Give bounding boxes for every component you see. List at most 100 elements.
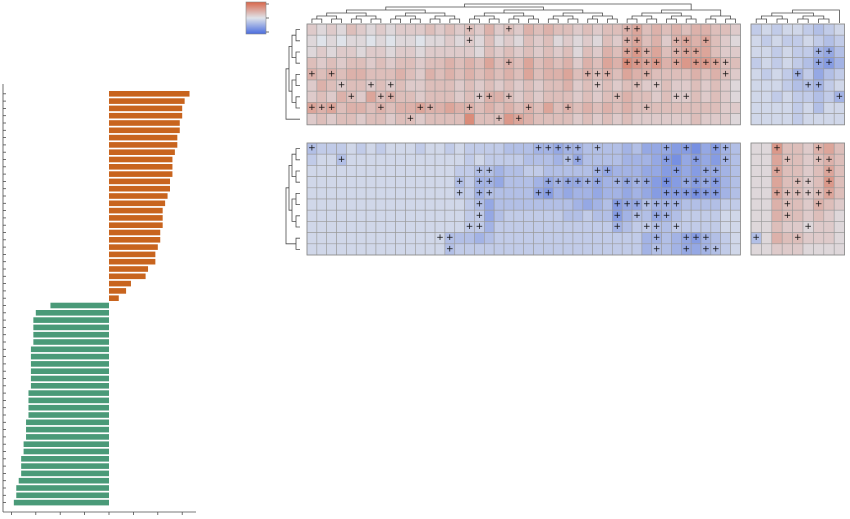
heatmap-cell	[543, 113, 554, 126]
heatmap-cell	[612, 79, 623, 92]
heatmap-cell	[533, 46, 544, 58]
heatmap-cell	[326, 221, 337, 233]
heatmap-cell	[582, 46, 593, 58]
bar-positive	[109, 120, 180, 126]
heatmap-cell	[552, 102, 564, 114]
significance-mark: +	[815, 81, 823, 91]
heatmap-cell	[493, 187, 505, 200]
significance-mark: +	[836, 92, 844, 102]
heatmap-cell	[761, 113, 773, 126]
heatmap-cell	[454, 23, 465, 36]
significance-mark: +	[545, 144, 553, 154]
heatmap-cell	[454, 68, 465, 81]
heatmap-cell	[710, 113, 721, 126]
bar-negative	[33, 317, 109, 323]
heatmap-cell	[582, 90, 593, 103]
bar-positive	[109, 98, 185, 104]
heatmap-cell	[306, 165, 318, 177]
heatmap-cell	[671, 153, 682, 166]
heatmap-cell	[424, 142, 436, 155]
heatmap-cell	[750, 221, 762, 233]
heatmap-cell	[823, 34, 835, 47]
heatmap-cell	[326, 153, 337, 166]
heatmap-cell	[483, 34, 495, 47]
significance-mark: +	[653, 81, 661, 91]
heatmap-cell	[750, 68, 762, 81]
heatmap-cell	[523, 57, 534, 70]
bar-positive	[109, 142, 178, 148]
significance-mark: +	[653, 244, 661, 254]
heatmap-cell	[720, 198, 731, 211]
heatmap-cell	[346, 232, 357, 245]
heatmap-cell	[543, 23, 554, 36]
heatmap-cell	[326, 90, 337, 103]
heatmap-cell	[833, 68, 845, 81]
heatmap-cell	[346, 243, 357, 256]
bar-negative	[30, 346, 110, 353]
significance-mark: +	[794, 69, 802, 79]
heatmap-cell	[621, 232, 633, 245]
significance-mark: +	[367, 81, 375, 91]
heatmap-cell	[680, 113, 692, 126]
heatmap-cell	[306, 232, 318, 245]
heatmap-cell	[464, 113, 475, 126]
heatmap-cell	[572, 198, 584, 211]
heatmap-cell	[562, 221, 574, 233]
significance-mark: +	[825, 155, 833, 165]
heatmap-cell	[375, 79, 387, 92]
heatmap-cell	[562, 68, 574, 81]
heatmap-cell	[602, 243, 613, 256]
column-dendrogram-branch	[725, 18, 736, 23]
heatmap-cell	[823, 221, 835, 233]
heatmap-cell	[513, 90, 524, 103]
bar-negative	[21, 470, 109, 477]
heatmap-cell	[612, 34, 623, 47]
heatmap-cell	[434, 221, 446, 233]
heatmap-cell	[720, 232, 731, 245]
significance-mark: +	[633, 36, 641, 46]
heatmap-cell	[543, 79, 554, 92]
significance-mark: +	[387, 81, 395, 91]
heatmap-cell	[424, 209, 436, 222]
heatmap-cell	[792, 23, 804, 36]
bar-negative	[26, 419, 109, 426]
heatmap-cell	[355, 34, 367, 47]
heatmap-cell	[813, 68, 825, 81]
significance-mark: +	[692, 155, 700, 165]
bar-negative	[35, 310, 109, 316]
heatmap-cell	[434, 142, 446, 155]
heatmap-cell	[483, 113, 495, 126]
heatmap-cell	[802, 209, 814, 222]
heatmap-cell	[572, 209, 584, 222]
heatmap-cell	[761, 90, 773, 103]
column-dendrogram-branch	[631, 15, 653, 19]
column-dendrogram-branch	[755, 18, 767, 23]
row-dendrogram-branch	[288, 46, 292, 92]
heatmap-cell	[671, 113, 682, 126]
heatmap-cell	[833, 102, 845, 114]
heatmap-cell	[710, 198, 721, 211]
heatmap-cell	[415, 34, 426, 47]
heatmap-cell	[781, 57, 793, 70]
heatmap-cell	[771, 34, 783, 47]
heatmap-cell	[336, 243, 347, 256]
heatmap-cell	[375, 243, 387, 256]
heatmap-cell	[750, 176, 762, 189]
heatmap-cell	[375, 198, 387, 211]
row-dendrogram-branch	[295, 237, 300, 250]
significance-mark: +	[643, 58, 651, 68]
heatmap-cell	[710, 209, 721, 222]
significance-mark: +	[773, 188, 781, 198]
column-dendrogram-branch	[405, 12, 446, 16]
heatmap-cell	[464, 46, 475, 58]
bar-negative	[26, 426, 109, 433]
heatmap-cell	[444, 79, 456, 92]
heatmap-cell	[523, 68, 534, 81]
heatmap-cell	[700, 79, 712, 92]
heatmap-cell	[671, 209, 682, 222]
heatmap-cell	[523, 113, 534, 126]
heatmap-cell	[346, 176, 357, 189]
heatmap-cell	[483, 68, 495, 81]
heatmap-cell	[454, 90, 465, 103]
significance-mark: +	[485, 177, 493, 187]
